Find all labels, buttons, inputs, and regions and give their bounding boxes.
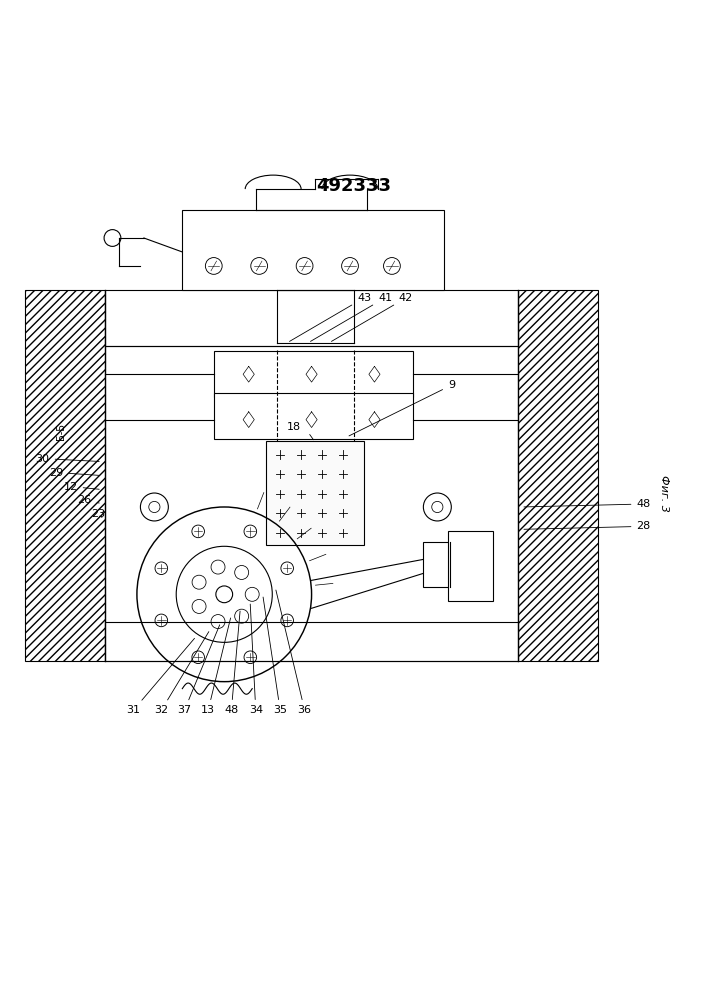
Text: 9: 9 (349, 380, 455, 436)
Text: 18: 18 (287, 422, 301, 432)
Text: 13: 13 (201, 618, 230, 715)
Text: 35: 35 (263, 597, 287, 715)
Text: 31: 31 (127, 638, 194, 715)
Bar (25, 290, 105, 661)
Text: 41: 41 (310, 293, 392, 341)
Text: 29: 29 (49, 468, 99, 478)
Text: 32: 32 (154, 632, 209, 715)
Circle shape (104, 230, 121, 246)
Text: 48: 48 (524, 499, 650, 509)
Text: 492333: 492333 (316, 177, 391, 195)
Text: 42: 42 (332, 293, 413, 341)
Bar (518, 290, 598, 661)
Bar (423, 542, 476, 587)
Bar (105, 290, 518, 346)
Text: 43: 43 (290, 293, 371, 341)
Text: 34: 34 (249, 604, 263, 715)
Text: 48: 48 (224, 611, 240, 715)
Text: 12: 12 (64, 482, 99, 492)
Bar (448, 531, 493, 601)
Text: Фиг. 3: Фиг. 3 (660, 475, 670, 511)
Text: 37: 37 (177, 625, 220, 715)
Text: Б-Б: Б-Б (57, 423, 66, 440)
Bar (105, 622, 518, 661)
Bar (214, 393, 413, 439)
Text: 26: 26 (78, 495, 99, 505)
Bar (214, 351, 413, 397)
Text: 28: 28 (524, 521, 650, 531)
Text: 36: 36 (276, 590, 312, 715)
Bar (182, 210, 444, 290)
Text: 23: 23 (91, 509, 105, 519)
Text: 30: 30 (35, 454, 99, 464)
Bar (266, 441, 364, 545)
